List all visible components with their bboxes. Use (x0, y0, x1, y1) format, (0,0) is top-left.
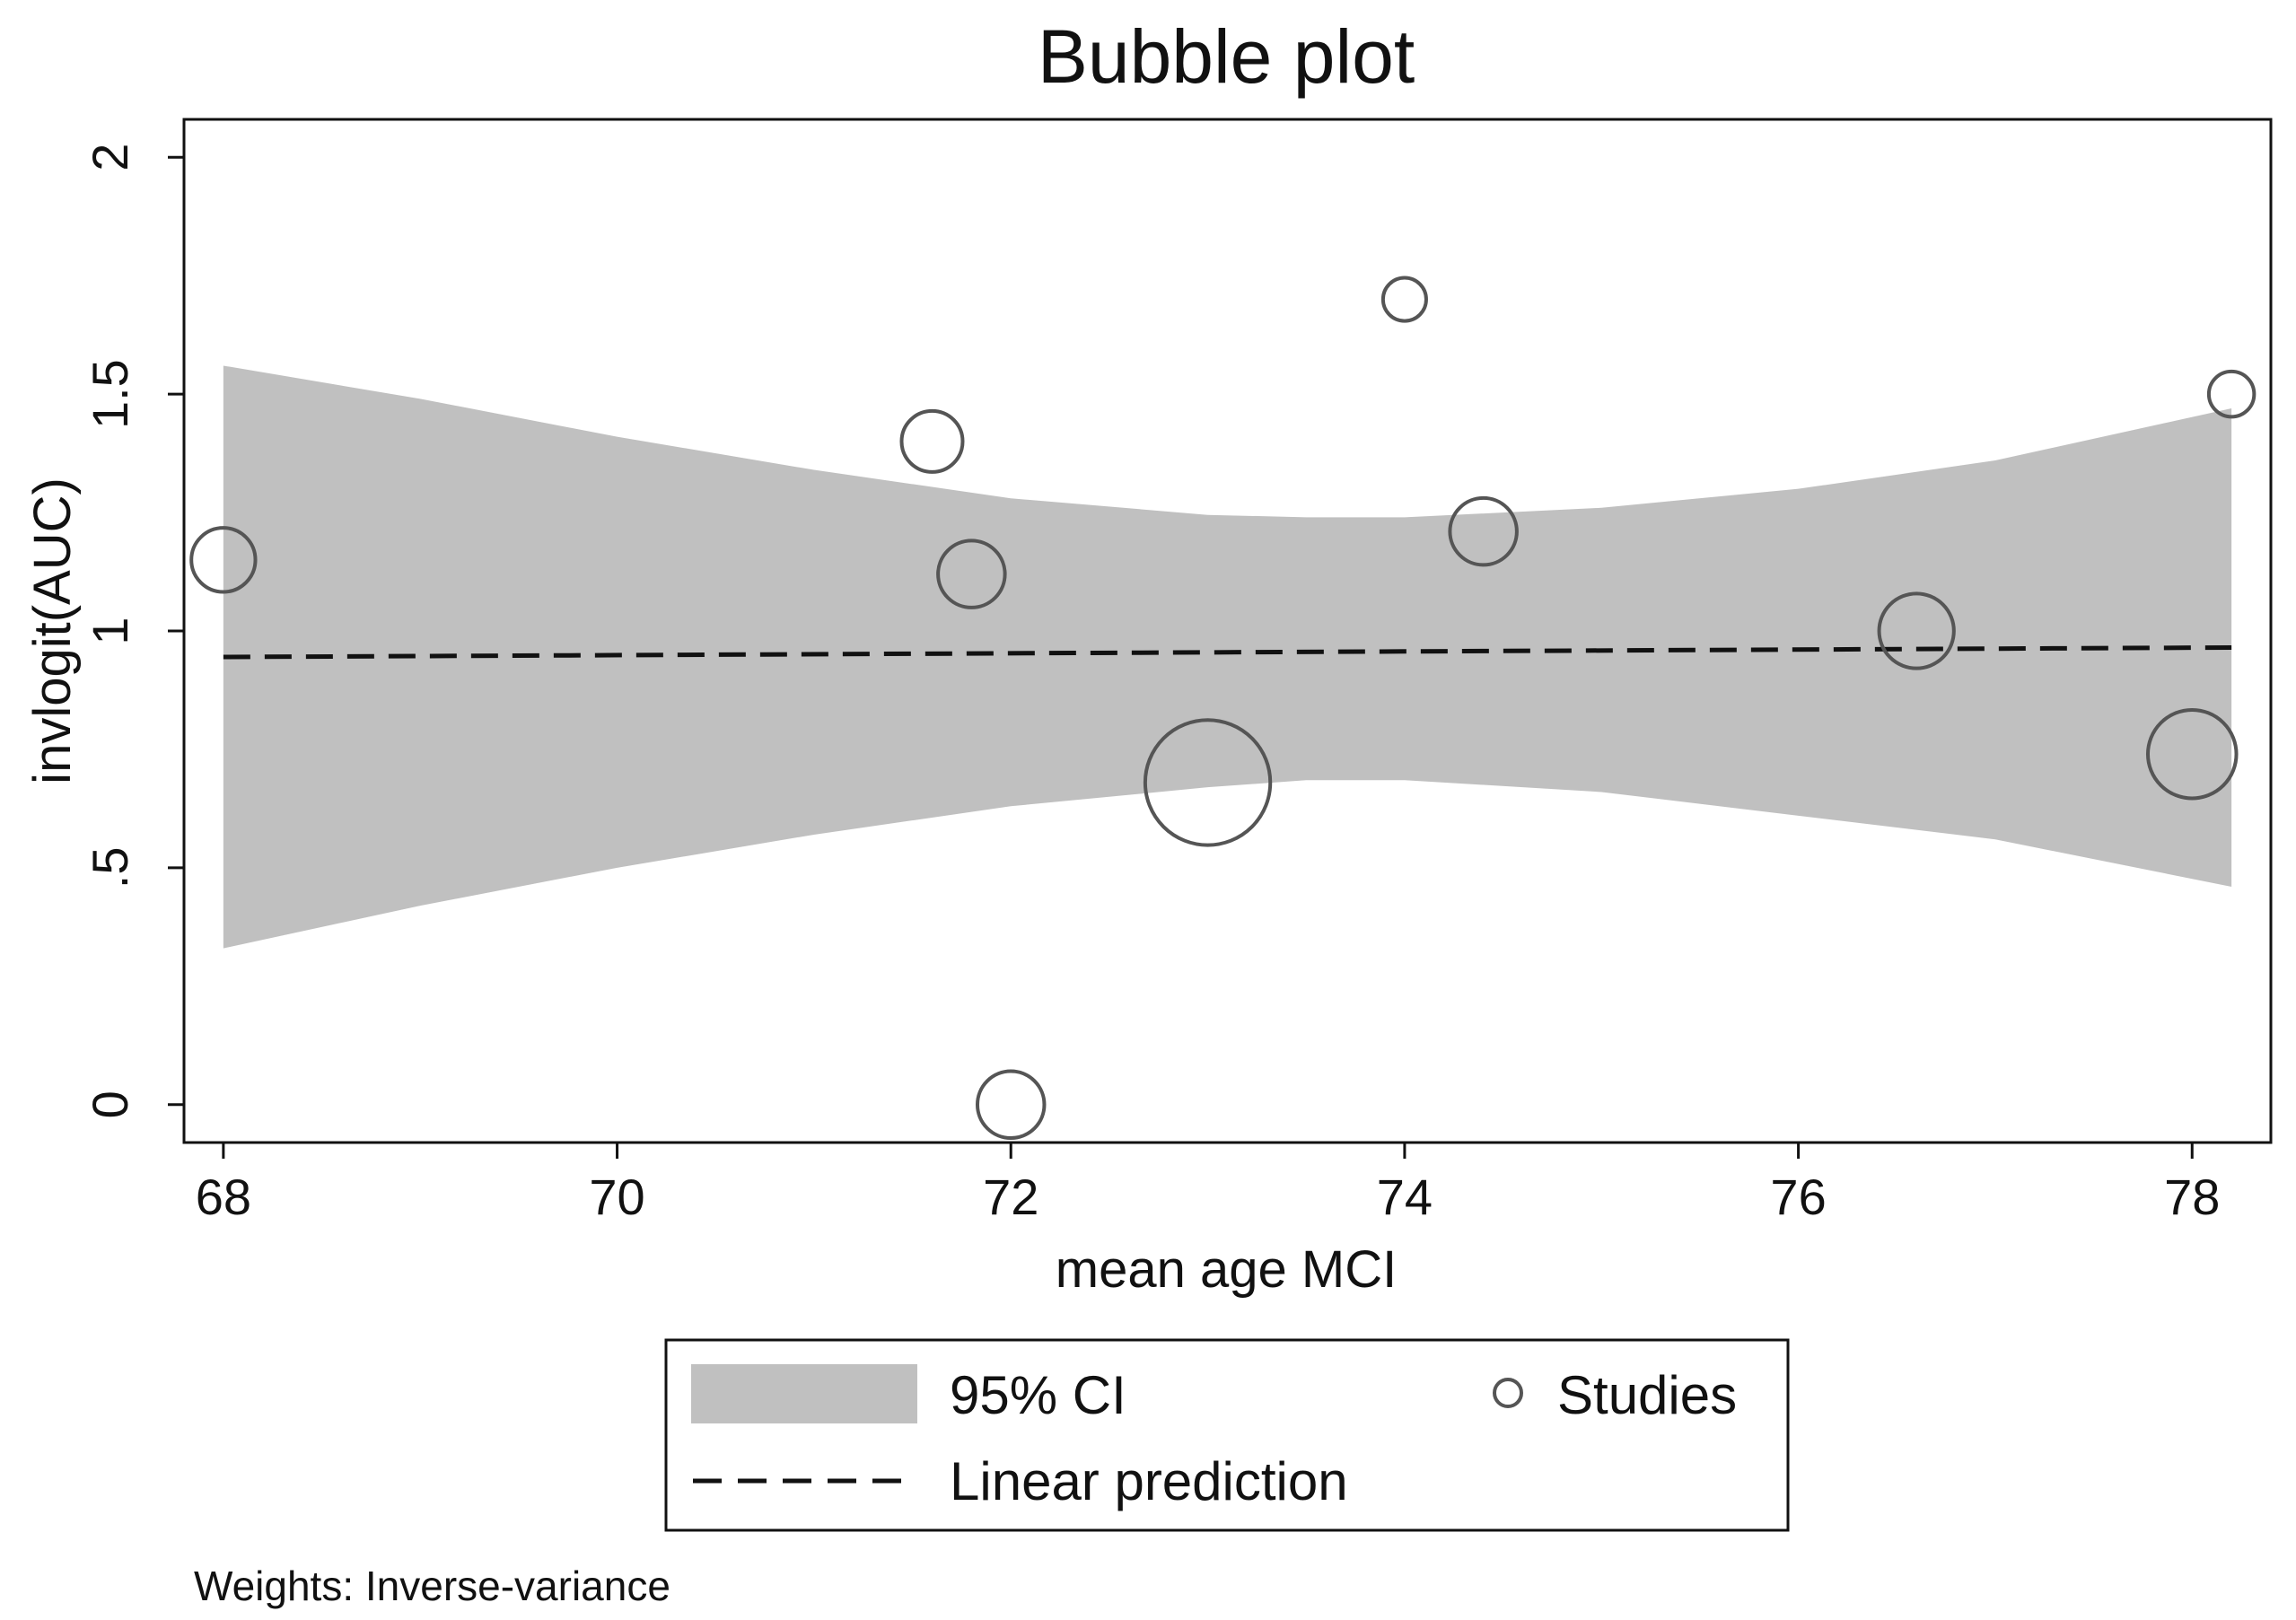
weights-note: Weights: Inverse-variance (194, 1563, 670, 1609)
x-tick-label-74: 74 (1377, 1169, 1433, 1225)
y-axis-title: invlogit(AUC) (23, 477, 82, 784)
x-tick-label-68: 68 (196, 1169, 251, 1225)
legend-label-studies: Studies (1557, 1365, 1737, 1425)
study-point-1 (189, 526, 258, 594)
study-point-2 (899, 408, 965, 474)
study-point-9 (2145, 707, 2239, 801)
x-axis-title: mean age MCI (1056, 1240, 1397, 1299)
chart-title: Bubble plot (1038, 14, 1415, 99)
study-point-5 (1143, 718, 1273, 847)
x-axis: 68 70 72 74 76 78 (196, 1143, 2220, 1225)
legend-symbol-studies (1493, 1378, 1523, 1408)
x-tick-label-72: 72 (983, 1169, 1038, 1225)
study-point-4 (975, 1069, 1047, 1141)
x-tick-label-76: 76 (1770, 1169, 1826, 1225)
y-tick-label-2: 1 (82, 617, 138, 644)
legend-label-ci: 95% CI (950, 1365, 1126, 1425)
y-tick-label-3: 1.5 (82, 359, 138, 429)
linear-prediction-line (223, 644, 2232, 660)
legend: 95% CI Studies Linear prediction (664, 1338, 1790, 1532)
ci-band (223, 365, 2232, 949)
y-tick-label-0: 0 (82, 1090, 138, 1118)
x-tick-label-70: 70 (589, 1169, 644, 1225)
y-tick-label-1: .5 (82, 847, 138, 889)
ci-band-layer (223, 365, 2232, 949)
prediction-line-layer (223, 644, 2232, 660)
x-tick-label-78: 78 (2164, 1169, 2220, 1225)
legend-swatch-ci (691, 1364, 917, 1423)
legend-label-prediction: Linear prediction (950, 1451, 1348, 1511)
plot-area (182, 118, 2273, 1144)
y-axis: 0 .5 1 1.5 2 (82, 144, 184, 1118)
study-point-3 (936, 539, 1007, 609)
study-point-7 (1448, 495, 1519, 567)
study-point-10 (2206, 369, 2257, 419)
y-tick-label-4: 2 (82, 144, 138, 171)
study-point-6 (1380, 276, 1428, 323)
study-point-8 (1877, 591, 1956, 670)
studies-layer (189, 276, 2257, 1141)
